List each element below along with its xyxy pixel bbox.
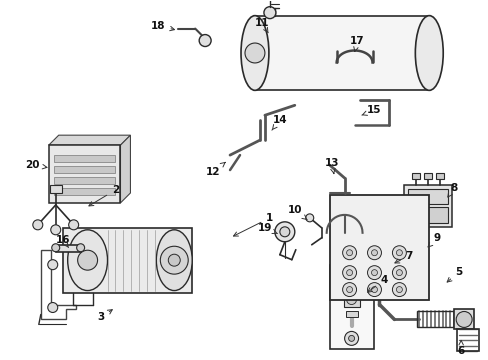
Text: 16: 16 bbox=[55, 235, 70, 248]
Text: 13: 13 bbox=[324, 158, 338, 174]
Circle shape bbox=[346, 287, 352, 293]
Text: 10: 10 bbox=[287, 205, 306, 220]
Circle shape bbox=[160, 246, 188, 274]
Text: 14: 14 bbox=[271, 115, 286, 130]
Circle shape bbox=[348, 336, 354, 341]
Bar bbox=[54, 188, 115, 195]
Bar bbox=[407, 207, 447, 223]
Bar bbox=[345, 311, 357, 318]
Circle shape bbox=[344, 332, 358, 345]
Circle shape bbox=[244, 43, 264, 63]
Ellipse shape bbox=[67, 230, 107, 291]
Bar bbox=[416, 311, 454, 328]
Circle shape bbox=[342, 266, 356, 280]
Text: 8: 8 bbox=[447, 183, 457, 197]
Circle shape bbox=[396, 250, 402, 256]
Circle shape bbox=[371, 287, 377, 293]
Bar bbox=[49, 145, 120, 203]
Ellipse shape bbox=[156, 230, 192, 291]
Bar bbox=[50, 185, 61, 193]
Ellipse shape bbox=[414, 15, 442, 90]
Text: 11: 11 bbox=[254, 18, 268, 33]
Bar bbox=[404, 185, 451, 227]
Circle shape bbox=[367, 283, 381, 297]
Text: 7: 7 bbox=[394, 251, 412, 263]
Circle shape bbox=[367, 246, 381, 260]
Ellipse shape bbox=[241, 15, 268, 90]
Circle shape bbox=[342, 246, 356, 260]
Circle shape bbox=[68, 220, 79, 230]
Text: 20: 20 bbox=[25, 160, 47, 170]
Circle shape bbox=[396, 287, 402, 293]
Text: 4: 4 bbox=[367, 275, 387, 292]
Circle shape bbox=[396, 270, 402, 276]
Circle shape bbox=[274, 222, 294, 242]
Polygon shape bbox=[120, 135, 130, 203]
Text: 5: 5 bbox=[446, 267, 462, 282]
Circle shape bbox=[367, 266, 381, 280]
Circle shape bbox=[51, 225, 61, 235]
Bar bbox=[343, 293, 359, 306]
Polygon shape bbox=[49, 135, 130, 145]
Circle shape bbox=[77, 244, 84, 252]
Bar bbox=[424, 173, 431, 179]
Text: 2: 2 bbox=[89, 185, 119, 206]
Bar bbox=[54, 166, 115, 173]
Circle shape bbox=[78, 250, 98, 270]
Text: 1: 1 bbox=[233, 213, 273, 236]
Bar bbox=[62, 228, 192, 293]
Bar bbox=[456, 329, 478, 351]
Circle shape bbox=[33, 220, 42, 230]
Circle shape bbox=[342, 283, 356, 297]
Circle shape bbox=[392, 266, 406, 280]
Text: 15: 15 bbox=[361, 105, 381, 115]
Bar bbox=[56, 245, 81, 252]
Circle shape bbox=[48, 260, 58, 270]
Circle shape bbox=[346, 250, 352, 256]
Circle shape bbox=[199, 35, 211, 46]
Bar bbox=[54, 155, 115, 162]
Bar bbox=[411, 173, 420, 179]
Circle shape bbox=[346, 270, 352, 276]
Circle shape bbox=[392, 246, 406, 260]
Text: 3: 3 bbox=[97, 310, 112, 323]
Bar bbox=[329, 265, 374, 349]
Circle shape bbox=[371, 250, 377, 256]
Circle shape bbox=[346, 294, 356, 305]
Text: 17: 17 bbox=[349, 36, 364, 51]
Bar bbox=[453, 310, 473, 329]
Circle shape bbox=[168, 254, 180, 266]
Circle shape bbox=[455, 311, 471, 328]
Circle shape bbox=[264, 7, 275, 19]
Circle shape bbox=[371, 270, 377, 276]
Bar bbox=[54, 177, 115, 184]
Circle shape bbox=[305, 214, 313, 222]
Circle shape bbox=[52, 244, 60, 252]
Bar bbox=[407, 189, 447, 204]
Circle shape bbox=[392, 283, 406, 297]
Bar bbox=[254, 15, 428, 90]
Text: 12: 12 bbox=[205, 162, 225, 177]
Text: 6: 6 bbox=[457, 340, 464, 356]
Circle shape bbox=[374, 261, 387, 275]
Circle shape bbox=[48, 302, 58, 312]
Bar bbox=[435, 173, 443, 179]
Bar bbox=[329, 195, 428, 300]
Text: 9: 9 bbox=[427, 233, 440, 247]
Text: 18: 18 bbox=[151, 21, 174, 31]
Circle shape bbox=[279, 227, 289, 237]
Text: 19: 19 bbox=[257, 223, 277, 234]
Circle shape bbox=[343, 269, 359, 285]
